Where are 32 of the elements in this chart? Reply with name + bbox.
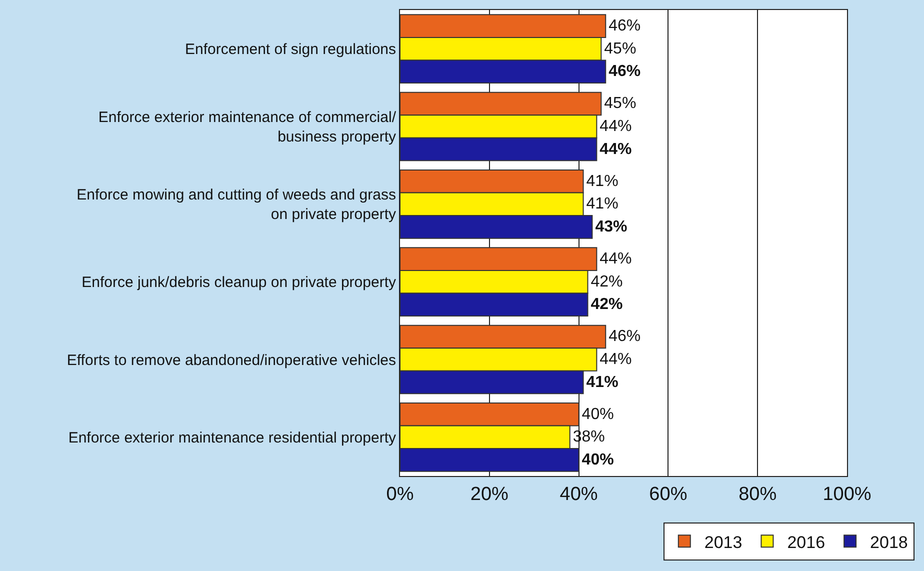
data-label: 45% bbox=[604, 40, 636, 58]
legend-label: 2013 bbox=[704, 532, 742, 552]
data-label: 46% bbox=[608, 328, 641, 346]
y-tick-label: Enforce exterior maintenance of commercial/ business property bbox=[98, 109, 397, 146]
data-label: 44% bbox=[600, 351, 632, 368]
data-label: 40% bbox=[582, 406, 614, 423]
y-tick-label: Enforcement of sign regulations bbox=[185, 41, 396, 58]
x-tick-label: 0% bbox=[386, 484, 414, 505]
y-tick-label: Enforce mowing and cutting of weeds and grass on private property bbox=[76, 186, 396, 224]
data-label: 41% bbox=[586, 374, 618, 391]
data-label: 40% bbox=[582, 451, 614, 468]
data-label: 41% bbox=[586, 172, 618, 190]
x-tick-label: 20% bbox=[470, 484, 509, 505]
y-tick-label: Enforce exterior maintenance residential property bbox=[68, 429, 396, 446]
data-label: 41% bbox=[586, 196, 618, 213]
data-label: 44% bbox=[600, 118, 632, 135]
data-label: 44% bbox=[600, 250, 632, 268]
x-tick-label: 60% bbox=[649, 484, 688, 505]
x-tick-label: 80% bbox=[738, 484, 777, 505]
y-tick-label: Efforts to remove abandoned/inoperative vehicles bbox=[66, 352, 396, 369]
y-tick-label: Enforce junk/debris cleanup on private property bbox=[82, 274, 396, 292]
data-label: 45% bbox=[604, 95, 636, 112]
x-tick-label: 40% bbox=[560, 484, 598, 505]
legend-label: 2016 bbox=[787, 532, 826, 552]
data-label: 42% bbox=[590, 296, 623, 314]
x-tick-label: 100% bbox=[822, 484, 872, 505]
data-label: 42% bbox=[590, 273, 623, 290]
data-label: 43% bbox=[595, 218, 628, 236]
data-label: 44% bbox=[600, 140, 632, 158]
data-label: 46% bbox=[608, 18, 641, 35]
data-label: 46% bbox=[608, 63, 641, 80]
legend-label: 2018 bbox=[870, 532, 908, 552]
